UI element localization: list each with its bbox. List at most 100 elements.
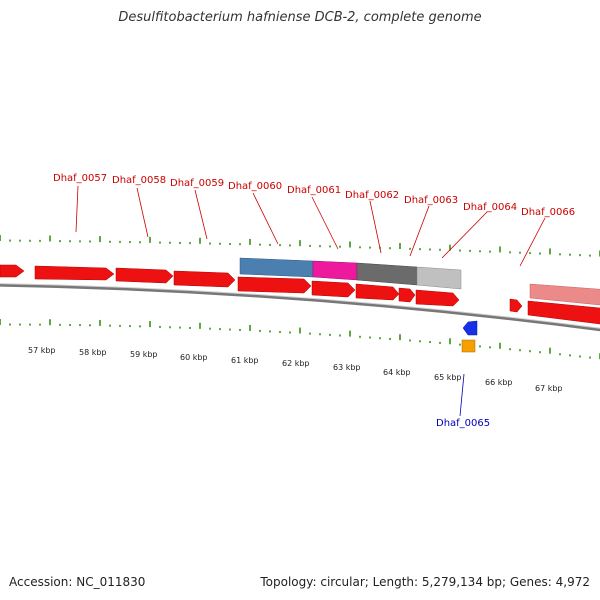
gene-label[interactable]: Dhaf_0057 bbox=[53, 173, 107, 184]
major-tick bbox=[149, 236, 151, 243]
minor-tick bbox=[459, 249, 461, 252]
major-tick bbox=[99, 319, 101, 326]
small-feature-blue[interactable] bbox=[462, 320, 478, 336]
small-feature-orange[interactable] bbox=[461, 339, 476, 353]
major-tick bbox=[299, 327, 301, 334]
gene-label[interactable]: Dhaf_0063 bbox=[404, 195, 458, 206]
minor-tick bbox=[409, 247, 411, 250]
minor-tick bbox=[459, 343, 461, 346]
kbp-label: 57 kbp bbox=[28, 346, 56, 355]
minor-tick bbox=[579, 254, 581, 257]
minor-tick bbox=[239, 243, 241, 246]
cds-feature-pale[interactable] bbox=[529, 283, 600, 306]
kbp-label: 61 kbp bbox=[231, 356, 259, 365]
gene-label[interactable]: Dhaf_0064 bbox=[463, 202, 517, 213]
genome-backbone-highlight bbox=[0, 283, 600, 329]
minor-tick bbox=[519, 349, 521, 352]
minor-tick bbox=[289, 244, 291, 247]
minor-tick bbox=[429, 248, 431, 251]
minor-tick bbox=[229, 328, 231, 331]
gene-label[interactable]: Dhaf_0061 bbox=[287, 185, 341, 196]
cds-feature-highlight-darkgray[interactable] bbox=[356, 262, 418, 286]
minor-tick bbox=[509, 348, 511, 351]
minor-tick bbox=[389, 247, 391, 250]
minor-tick bbox=[279, 244, 281, 247]
minor-tick bbox=[289, 331, 291, 334]
minor-tick bbox=[579, 355, 581, 358]
kbp-label: 62 kbp bbox=[282, 359, 310, 368]
cds-feature[interactable] bbox=[34, 265, 115, 281]
minor-tick bbox=[159, 325, 161, 328]
major-tick bbox=[399, 243, 401, 250]
minor-tick bbox=[539, 351, 541, 354]
gene-label[interactable]: Dhaf_0060 bbox=[228, 181, 282, 192]
gene-label[interactable]: Dhaf_0065 bbox=[436, 418, 490, 429]
minor-tick bbox=[339, 245, 341, 248]
cds-feature[interactable] bbox=[0, 264, 25, 278]
gene-label-leaders bbox=[75, 185, 546, 267]
major-tick bbox=[49, 235, 51, 242]
minor-tick bbox=[369, 246, 371, 249]
minor-tick bbox=[189, 242, 191, 245]
gene-labels: Dhaf_0057 Dhaf_0058 Dhaf_0059 Dhaf_0060 … bbox=[53, 173, 575, 429]
cds-feature[interactable] bbox=[398, 287, 416, 303]
minor-tick bbox=[589, 254, 591, 257]
major-tick bbox=[399, 334, 401, 341]
cds-feature-highlight-blue[interactable] bbox=[239, 257, 314, 278]
cds-feature[interactable] bbox=[509, 298, 523, 313]
cds-feature-highlight-lightgray[interactable] bbox=[416, 266, 462, 290]
minor-tick bbox=[119, 240, 121, 243]
kbp-label: 63 kbp bbox=[333, 363, 361, 372]
cds-feature-highlight-magenta[interactable] bbox=[312, 260, 358, 281]
minor-tick bbox=[369, 336, 371, 339]
minor-tick bbox=[89, 240, 91, 243]
minor-tick bbox=[109, 324, 111, 327]
cds-feature[interactable] bbox=[173, 270, 236, 288]
minor-tick bbox=[569, 253, 571, 256]
minor-tick bbox=[29, 239, 31, 242]
minor-tick bbox=[359, 335, 361, 338]
cds-feature[interactable] bbox=[415, 289, 460, 307]
minor-tick bbox=[389, 337, 391, 340]
minor-tick bbox=[9, 239, 11, 242]
major-tick bbox=[499, 342, 501, 349]
major-tick bbox=[449, 244, 451, 251]
minor-tick bbox=[309, 244, 311, 247]
map-title: Desulfitobacterium hafniense DCB-2, comp… bbox=[118, 10, 482, 25]
minor-tick bbox=[239, 328, 241, 331]
genome-backbone bbox=[0, 283, 600, 332]
major-tick bbox=[349, 330, 351, 337]
minor-tick bbox=[419, 340, 421, 343]
minor-tick bbox=[379, 337, 381, 340]
minor-tick bbox=[79, 240, 81, 243]
minor-tick bbox=[439, 248, 441, 251]
kbp-label: 64 kbp bbox=[383, 368, 411, 377]
reverse-strand-track bbox=[237, 276, 600, 325]
gene-label[interactable]: Dhaf_0062 bbox=[345, 190, 399, 201]
kbp-label: 67 kbp bbox=[535, 384, 563, 393]
minor-tick bbox=[169, 241, 171, 244]
gene-label[interactable]: Dhaf_0058 bbox=[112, 175, 166, 186]
gene-label[interactable]: Dhaf_0066 bbox=[521, 207, 575, 218]
minor-tick bbox=[429, 341, 431, 344]
cds-feature[interactable] bbox=[311, 280, 356, 298]
cds-feature[interactable] bbox=[355, 283, 400, 301]
cds-feature[interactable] bbox=[527, 300, 600, 325]
minor-tick bbox=[479, 345, 481, 348]
minor-tick bbox=[129, 241, 131, 244]
minor-tick bbox=[519, 251, 521, 254]
minor-tick bbox=[169, 326, 171, 329]
kbp-label: 65 kbp bbox=[434, 373, 462, 382]
minor-tick bbox=[209, 242, 211, 245]
cds-feature[interactable] bbox=[237, 276, 312, 294]
minor-tick bbox=[479, 250, 481, 253]
gene-label[interactable]: Dhaf_0059 bbox=[170, 178, 224, 189]
minor-tick bbox=[489, 346, 491, 349]
cds-feature[interactable] bbox=[115, 267, 174, 284]
minor-tick bbox=[39, 239, 41, 242]
minor-tick bbox=[559, 253, 561, 256]
major-tick bbox=[99, 236, 101, 243]
topology-text: Topology: circular; Length: 5,279,134 bp… bbox=[260, 575, 590, 589]
minor-tick bbox=[109, 240, 111, 243]
